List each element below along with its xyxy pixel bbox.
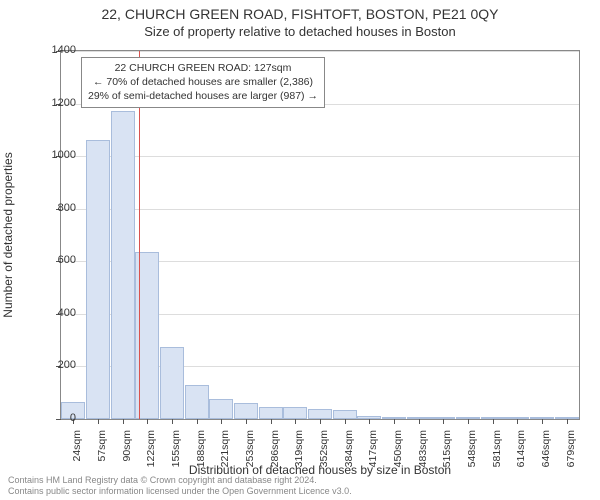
footer-line-1: Contains HM Land Registry data © Crown c… — [8, 475, 352, 486]
x-tick-label: 417sqm — [367, 430, 379, 467]
x-tick-label: 122sqm — [145, 430, 157, 467]
footer-attribution: Contains HM Land Registry data © Crown c… — [8, 475, 352, 497]
histogram-bar — [259, 407, 283, 419]
histogram-bar — [185, 385, 209, 419]
x-tick-label: 319sqm — [293, 430, 305, 467]
x-tick-label: 614sqm — [515, 430, 527, 467]
histogram-bar — [283, 407, 307, 419]
x-tick-label: 384sqm — [343, 430, 355, 467]
x-tick-label: 155sqm — [170, 430, 182, 467]
x-tick-label: 221sqm — [219, 430, 231, 467]
y-axis-label: Number of detached properties — [1, 152, 15, 317]
x-tick-label: 646sqm — [540, 430, 552, 467]
chart-subtitle: Size of property relative to detached ho… — [0, 22, 600, 39]
annotation-line: 29% of semi-detached houses are larger (… — [88, 89, 318, 103]
x-tick-label: 679sqm — [565, 430, 577, 467]
chart-title: 22, CHURCH GREEN ROAD, FISHTOFT, BOSTON,… — [0, 0, 600, 22]
x-tick-label: 352sqm — [318, 430, 330, 467]
x-tick-label: 24sqm — [71, 430, 83, 462]
histogram-bar — [333, 410, 357, 419]
x-tick-label: 90sqm — [121, 430, 133, 462]
y-tick-label: 1200 — [26, 97, 76, 109]
x-tick-label: 515sqm — [441, 430, 453, 467]
histogram-bar — [86, 140, 110, 419]
footer-line-2: Contains public sector information licen… — [8, 486, 352, 497]
y-tick-label: 800 — [26, 202, 76, 214]
y-tick-label: 0 — [26, 412, 76, 424]
x-tick-label: 548sqm — [466, 430, 478, 467]
histogram-bar — [160, 347, 184, 419]
plot-area: 24sqm57sqm90sqm122sqm155sqm188sqm221sqm2… — [60, 50, 580, 420]
histogram-bar — [308, 409, 332, 420]
y-tick-label: 600 — [26, 254, 76, 266]
annotation-box: 22 CHURCH GREEN ROAD: 127sqm← 70% of det… — [81, 57, 325, 108]
histogram-bar — [209, 399, 233, 419]
x-tick-label: 253sqm — [244, 430, 256, 467]
histogram-bar — [234, 403, 258, 419]
x-tick-label: 450sqm — [392, 430, 404, 467]
x-tick-label: 581sqm — [491, 430, 503, 467]
y-tick-label: 200 — [26, 359, 76, 371]
x-tick-label: 188sqm — [195, 430, 207, 467]
y-tick-label: 1000 — [26, 149, 76, 161]
histogram-bar — [111, 111, 135, 419]
x-tick-label: 57sqm — [96, 430, 108, 462]
y-tick-label: 400 — [26, 307, 76, 319]
chart-container: 22, CHURCH GREEN ROAD, FISHTOFT, BOSTON,… — [0, 0, 600, 500]
annotation-line: ← 70% of detached houses are smaller (2,… — [88, 75, 318, 89]
annotation-line: 22 CHURCH GREEN ROAD: 127sqm — [88, 61, 318, 75]
y-tick-label: 1400 — [26, 44, 76, 56]
x-tick-label: 483sqm — [417, 430, 429, 467]
x-tick-label: 286sqm — [269, 430, 281, 467]
